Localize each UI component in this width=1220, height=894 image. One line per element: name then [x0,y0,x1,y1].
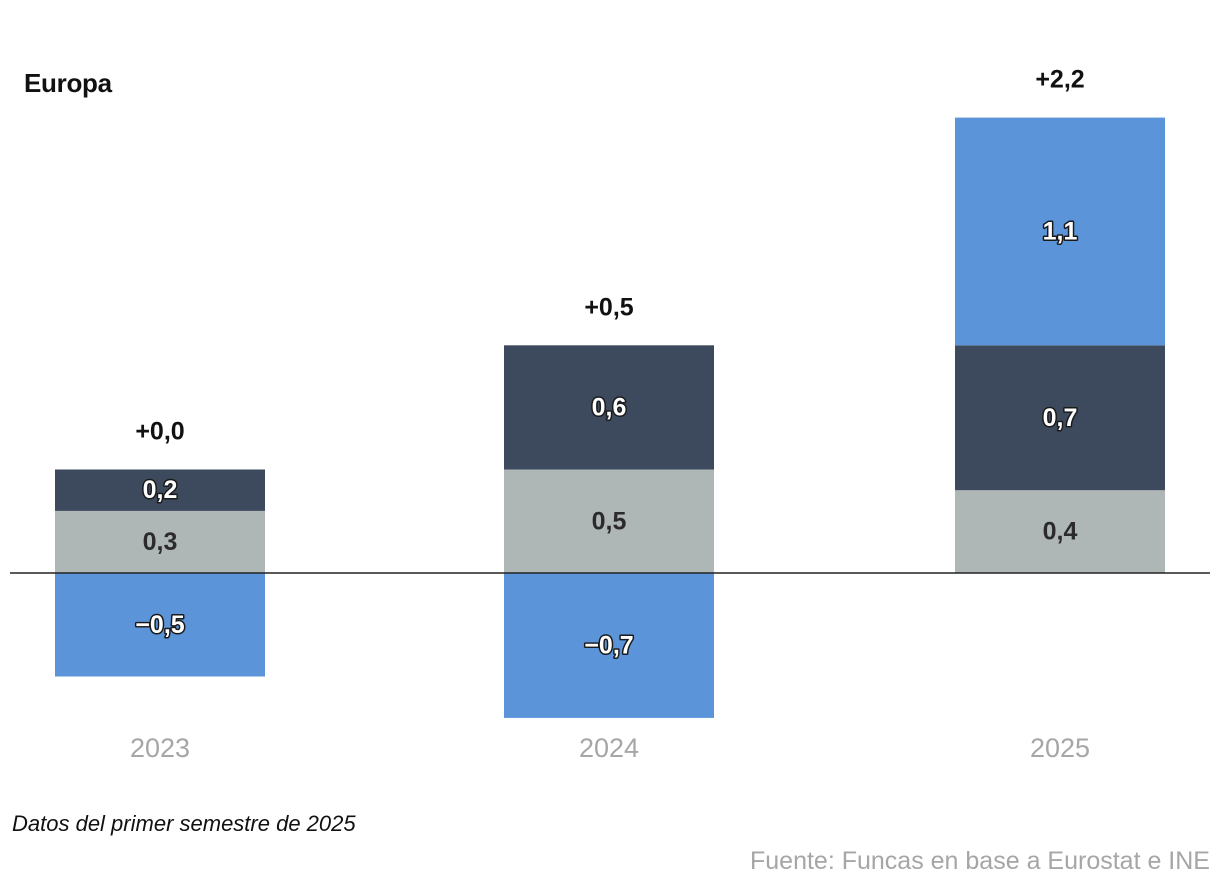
data-label-light-gray-2024: 0,5 [592,507,627,535]
total-label-2024: +0,5 [584,293,633,321]
data-label-blue-2025: 1,1 [1043,217,1078,245]
bar-segment-dark-navy-2023 [55,469,265,511]
data-label-light-gray-2025: 0,4 [1043,518,1078,546]
bar-segment-light-gray-2025 [955,490,1165,573]
data-label-dark-navy-2023: 0,2 [143,476,178,504]
x-tick-label-2025: 2025 [1030,733,1090,763]
chart-title: Europa [24,68,112,98]
bar-segment-light-gray-2023 [55,510,265,573]
chart-note: Datos del primer semestre de 2025 [12,811,356,836]
bar-segment-blue-2024 [504,573,714,718]
data-label-dark-navy-2024: 0,6 [592,393,627,421]
bar-segment-dark-navy-2024 [504,345,714,470]
data-label-light-gray-2023: 0,3 [143,528,178,556]
x-tick-label-2024: 2024 [579,733,639,763]
data-label-blue-2023: −0,5 [135,611,184,639]
bar-segment-blue-2025 [955,117,1165,346]
x-tick-label-2023: 2023 [130,733,190,763]
bar-segment-blue-2023 [55,573,265,677]
bar-segment-light-gray-2024 [504,469,714,573]
total-label-2023: +0,0 [135,418,184,446]
bar-segment-dark-navy-2025 [955,345,1165,491]
chart-source: Fuente: Funcas en base a Eurostat e INE [750,847,1210,875]
total-label-2025: +2,2 [1035,66,1084,94]
data-label-dark-navy-2025: 0,7 [1043,404,1078,432]
data-label-blue-2024: −0,7 [584,631,633,659]
